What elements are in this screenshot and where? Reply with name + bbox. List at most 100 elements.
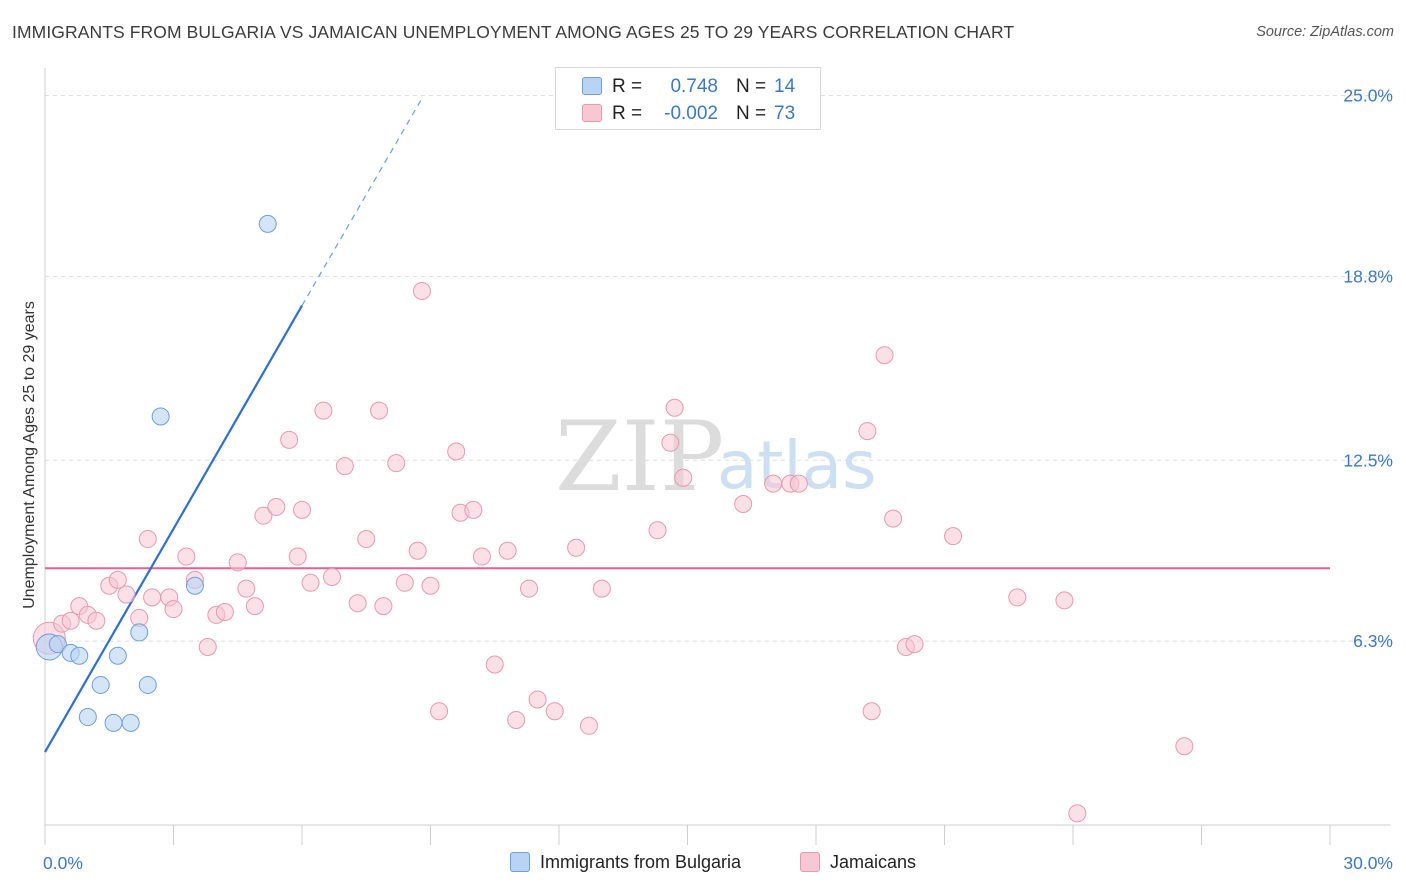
jamaicans-point	[528, 690, 547, 709]
trend-lines	[44, 98, 1330, 753]
legend-label-bulgaria: Immigrants from Bulgaria	[540, 852, 742, 872]
jamaicans-point	[198, 638, 217, 657]
jamaicans-point	[498, 541, 517, 560]
jamaicans-point	[507, 710, 526, 729]
jamaicans-point	[1068, 804, 1087, 823]
jamaicans-point	[567, 538, 586, 557]
y-tick-label: 25.0%	[1343, 86, 1393, 106]
source-credit: Source: ZipAtlas.com	[1256, 24, 1394, 40]
jamaicans-point	[288, 547, 307, 566]
blue-swatch	[510, 852, 530, 872]
bulgaria-trend-line	[44, 305, 303, 753]
tick-labels: 6.3% 12.5% 18.8% 25.0% 0.0% 30.0%	[43, 86, 1393, 873]
bulgaria-point	[48, 635, 67, 654]
bulgaria-point	[138, 675, 157, 694]
r-value: -0.002	[664, 103, 718, 124]
jamaicans-point	[1008, 588, 1027, 607]
jamaicans-point	[322, 567, 341, 586]
jamaicans-point	[430, 702, 449, 721]
jamaicans-point	[665, 398, 684, 417]
jamaicans-point	[789, 474, 808, 493]
correlation-legend: R = 0.748 N = 14 R = -0.002 N = 73	[555, 67, 821, 130]
jamaicans-point	[335, 457, 354, 476]
jamaicans-point	[421, 576, 440, 595]
y-tick-label: 12.5%	[1343, 450, 1393, 470]
jamaicans-point	[520, 579, 539, 598]
n-label: N =	[736, 76, 767, 97]
jamaicans-point	[357, 530, 376, 549]
jamaicans-point	[734, 495, 753, 514]
jamaicans-point	[485, 655, 504, 674]
legend-row-jamaicans: R = -0.002 N = 73	[556, 101, 820, 127]
jamaicans-point	[545, 702, 564, 721]
jamaicans-point	[648, 521, 667, 540]
n-value: 73	[774, 103, 796, 124]
y-tick-label: 6.3%	[1353, 631, 1393, 651]
bulgaria-point	[108, 646, 127, 665]
jamaicans-point	[293, 500, 311, 519]
jamaicans-point	[348, 594, 367, 613]
bulgaria-point	[258, 214, 277, 233]
jamaicans-point	[408, 541, 427, 560]
y-tick-label: 18.8%	[1343, 266, 1393, 286]
jamaicans-point	[374, 597, 393, 616]
jamaicans-point	[117, 585, 136, 604]
jamaicans-point	[237, 579, 256, 598]
jamaicans-point	[764, 474, 783, 493]
jamaicans-point	[944, 527, 963, 546]
pink-swatch	[582, 104, 602, 122]
r-label: R =	[612, 76, 643, 97]
x-tick-label: 0.0%	[43, 853, 83, 873]
jamaicans-point	[395, 573, 414, 592]
n-value: 14	[774, 76, 796, 97]
legend-row-bulgaria: R = 0.748 N = 14	[556, 74, 820, 100]
jamaicans-point	[592, 579, 611, 598]
bulgaria-trend-extension	[301, 98, 423, 306]
chart-title: IMMIGRANTS FROM BULGARIA VS JAMAICAN UNE…	[12, 22, 1015, 42]
n-label: N =	[736, 103, 767, 124]
grid-layer	[45, 95, 1390, 642]
x-tick-label: 30.0%	[1343, 853, 1393, 873]
bottom-legend-jamaicans: Jamaicans	[800, 852, 916, 876]
jamaicans-point	[412, 282, 431, 301]
axis-layer	[44, 68, 1390, 845]
jamaicans-point	[661, 433, 680, 452]
jamaicans-point	[905, 635, 924, 654]
r-value: 0.748	[670, 76, 718, 97]
jamaicans-point	[138, 530, 157, 549]
watermark-atlas: atlas	[717, 427, 877, 504]
bottom-legend-bulgaria: Immigrants from Bulgaria	[510, 852, 741, 876]
bulgaria-point	[185, 576, 204, 595]
jamaicans-point	[875, 346, 894, 365]
jamaicans-point	[267, 497, 286, 516]
jamaicans-point	[858, 422, 877, 441]
bulgaria-point	[130, 623, 149, 642]
jamaicans-point	[245, 597, 264, 616]
watermark-zip: ZIP	[555, 401, 724, 513]
jamaicans-point	[862, 702, 881, 721]
jamaicans-point	[579, 716, 598, 735]
jamaicans-point	[472, 547, 491, 566]
bulgaria-point	[104, 713, 123, 732]
pink-swatch	[800, 852, 820, 872]
jamaicans-point	[215, 602, 234, 621]
blue-swatch	[582, 77, 602, 95]
r-label: R =	[612, 103, 643, 124]
jamaicans-point	[280, 430, 299, 449]
jamaicans-point	[387, 454, 406, 473]
jamaicans-point	[254, 506, 273, 525]
bulgaria-point	[121, 713, 140, 732]
jamaicans-point	[1055, 591, 1074, 610]
jamaicans-point	[108, 570, 127, 589]
jamaicans-point	[464, 500, 483, 519]
bulgaria-point	[91, 675, 110, 694]
jamaicans-point	[1175, 737, 1194, 756]
jamaicans-point	[177, 547, 196, 566]
jamaicans-point	[228, 553, 247, 572]
jamaicans-point	[314, 401, 333, 420]
jamaicans-point	[164, 600, 183, 619]
bulgaria-point	[70, 646, 89, 665]
jamaicans-point	[87, 611, 106, 630]
bulgaria-point	[78, 708, 97, 727]
